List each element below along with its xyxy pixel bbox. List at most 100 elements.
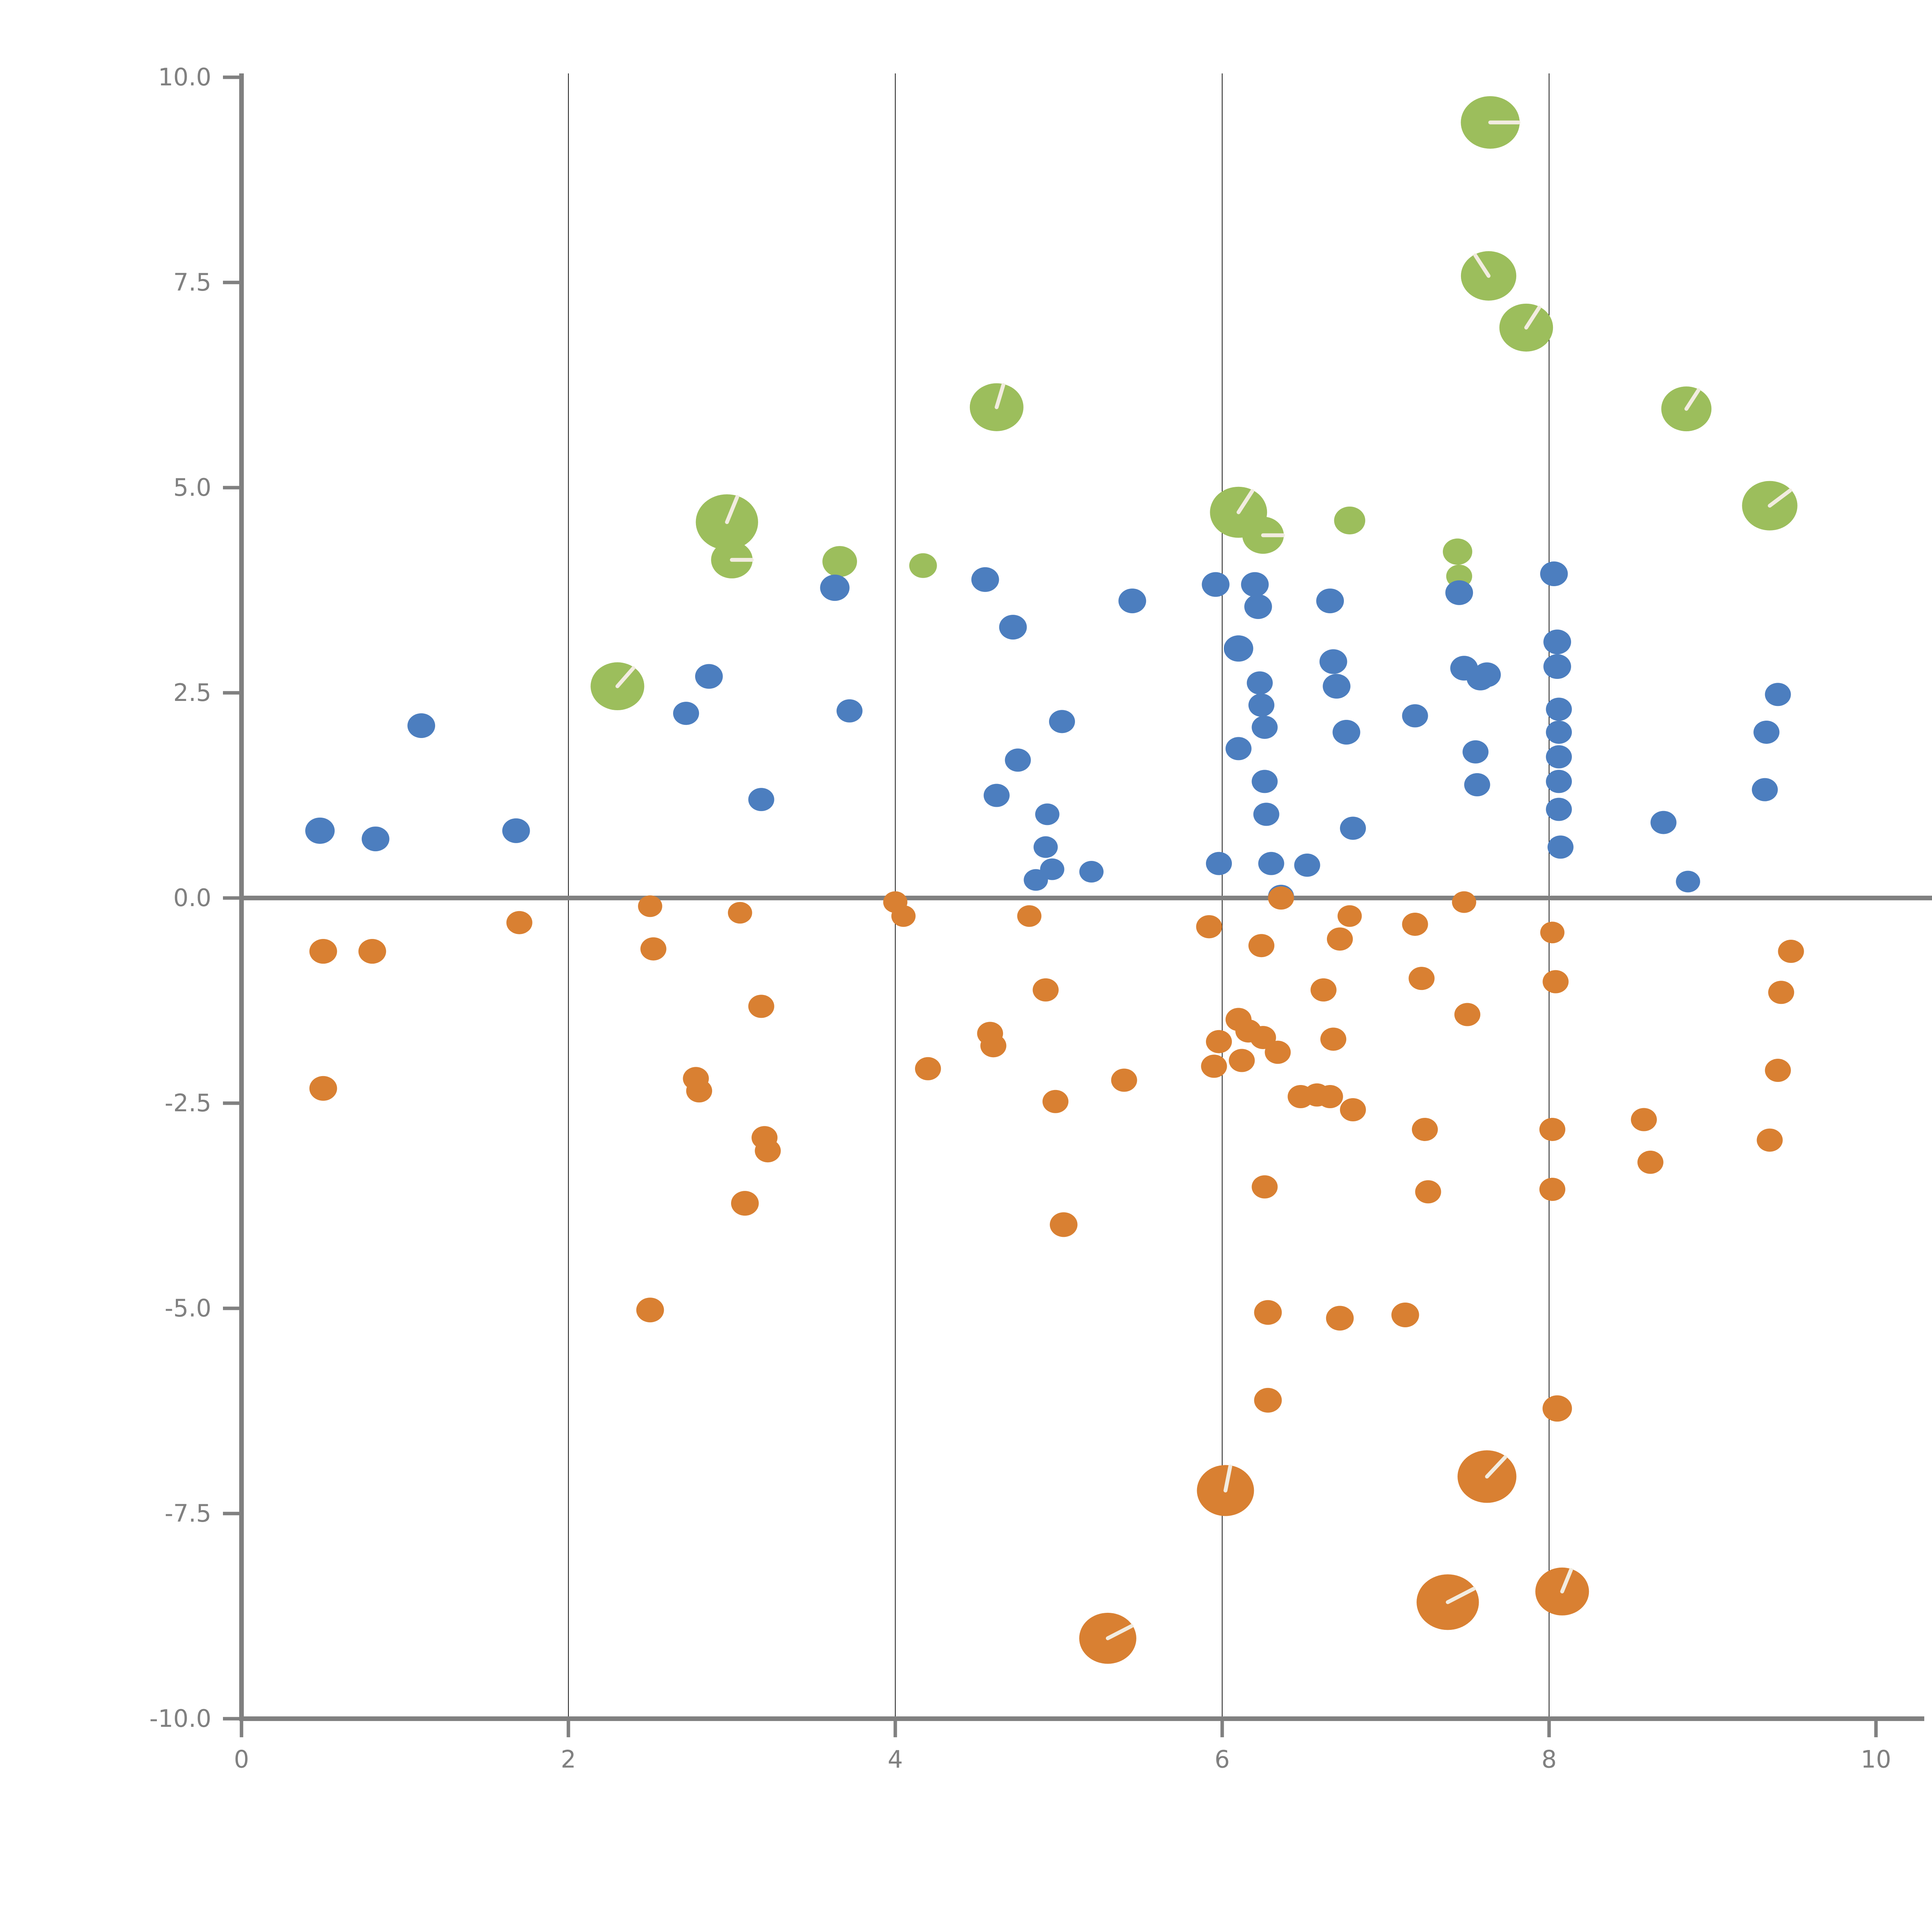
- data-point-blue-17: [1049, 710, 1075, 733]
- marker-ellipse: [1473, 662, 1501, 687]
- data-point-blue-44: [1463, 740, 1489, 764]
- marker-ellipse: [1202, 572, 1230, 597]
- data-point-green-5: [969, 383, 1024, 431]
- marker-ellipse: [358, 939, 386, 964]
- data-point-blue-30: [1253, 803, 1279, 826]
- marker-ellipse: [1543, 970, 1569, 993]
- marker-ellipse: [748, 788, 774, 811]
- marker-ellipse: [748, 995, 774, 1018]
- data-points: [305, 96, 1804, 1664]
- marker-ellipse: [1464, 773, 1490, 796]
- marker-ellipse: [673, 702, 699, 725]
- marker-ellipse: [1539, 1117, 1566, 1141]
- marker-ellipse: [407, 713, 435, 738]
- data-point-orange-9: [728, 902, 752, 924]
- data-point-orange-55: [1454, 1003, 1481, 1026]
- data-point-orange-57: [1540, 922, 1565, 944]
- data-point-blue-28: [1252, 716, 1278, 739]
- marker-ellipse: [836, 699, 863, 723]
- data-point-orange-65: [1757, 1128, 1783, 1152]
- data-point-orange-63: [1631, 1108, 1657, 1131]
- data-point-orange-41: [1310, 978, 1337, 1002]
- marker-ellipse: [1196, 915, 1222, 939]
- marker-ellipse: [1206, 852, 1232, 875]
- data-point-blue-10: [983, 784, 1010, 807]
- marker-needle: [1446, 1587, 1476, 1604]
- data-point-green-9: [1443, 538, 1473, 565]
- data-point-blue-0: [305, 817, 335, 844]
- marker-ellipse: [636, 1298, 664, 1323]
- y-tick-label-1: -7.5: [165, 1499, 211, 1527]
- data-point-blue-56: [1676, 871, 1700, 893]
- data-point-orange-47: [1340, 1098, 1366, 1121]
- marker-ellipse: [1676, 871, 1700, 893]
- data-point-green-15: [1742, 481, 1798, 531]
- marker-ellipse: [1319, 649, 1347, 674]
- data-point-orange-5: [640, 937, 667, 961]
- marker-ellipse: [980, 1034, 1007, 1058]
- data-point-blue-4: [673, 702, 699, 725]
- marker-ellipse: [1317, 1085, 1343, 1109]
- marker-ellipse: [822, 546, 857, 577]
- marker-ellipse: [1408, 967, 1435, 990]
- marker-ellipse: [755, 1139, 781, 1163]
- data-point-orange-19: [1017, 905, 1042, 927]
- tick-labels: -10.0 -7.5 -5.0 -2.5 0.0 2.5 5.0 7.5 10.0 0 2 4 6 8 10: [150, 63, 1891, 1773]
- x-tick-label-1: 2: [561, 1745, 576, 1773]
- data-point-blue-15: [1035, 803, 1060, 825]
- data-point-orange-54: [1452, 891, 1476, 913]
- data-point-blue-31: [1258, 852, 1284, 875]
- marker-ellipse: [820, 575, 850, 601]
- data-point-orange-16: [915, 1057, 941, 1080]
- data-point-blue-57: [1765, 683, 1791, 706]
- marker-ellipse: [1294, 854, 1320, 877]
- data-point-blue-7: [820, 575, 850, 601]
- data-point-orange-4: [638, 895, 662, 917]
- marker-ellipse: [1253, 803, 1279, 826]
- data-point-blue-59: [1752, 778, 1778, 801]
- y-tick-label-5: 2.5: [173, 679, 211, 707]
- marker-ellipse: [305, 817, 335, 844]
- marker-needle: [725, 495, 739, 524]
- marker-ellipse: [1033, 836, 1058, 858]
- marker-ellipse: [1224, 635, 1253, 662]
- data-point-blue-54: [1548, 835, 1574, 859]
- marker-ellipse: [1079, 861, 1104, 883]
- marker-ellipse: [1049, 1212, 1078, 1237]
- data-point-orange-38: [1268, 886, 1294, 910]
- marker-ellipse: [1049, 710, 1075, 733]
- marker-ellipse: [1326, 1306, 1354, 1331]
- marker-ellipse: [1546, 697, 1572, 721]
- data-point-orange-26: [1201, 1054, 1227, 1078]
- y-tick-label-3: -2.5: [165, 1089, 211, 1117]
- marker-ellipse: [1250, 1026, 1276, 1049]
- data-point-green-1: [696, 494, 758, 550]
- marker-ellipse: [1316, 588, 1344, 614]
- data-point-green-13: [1499, 303, 1553, 352]
- marker-ellipse: [1201, 1054, 1227, 1078]
- marker-ellipse: [362, 827, 389, 852]
- data-point-orange-64: [1637, 1150, 1663, 1174]
- data-point-orange-0: [309, 939, 337, 964]
- marker-ellipse: [1543, 629, 1571, 655]
- data-point-blue-8: [836, 699, 863, 723]
- data-point-orange-58: [1539, 1117, 1566, 1141]
- marker-ellipse: [1111, 1068, 1137, 1092]
- marker-ellipse: [1402, 912, 1428, 936]
- marker-ellipse: [1402, 704, 1428, 728]
- data-point-blue-16: [1040, 858, 1065, 880]
- marker-ellipse: [1765, 683, 1791, 706]
- data-point-orange-50: [1408, 967, 1435, 990]
- marker-ellipse: [1323, 674, 1350, 699]
- data-point-blue-36: [1323, 674, 1350, 699]
- data-point-blue-19: [1118, 588, 1146, 614]
- marker-ellipse: [686, 1079, 712, 1103]
- marker-ellipse: [309, 1076, 337, 1101]
- marker-ellipse: [1337, 905, 1362, 927]
- data-point-blue-22: [1224, 635, 1253, 662]
- data-point-orange-20: [1032, 978, 1059, 1002]
- marker-ellipse: [1340, 1098, 1366, 1121]
- y-tick-label-8: 10.0: [158, 63, 211, 91]
- data-point-blue-48: [1543, 654, 1571, 679]
- data-point-orange-48: [1391, 1302, 1419, 1327]
